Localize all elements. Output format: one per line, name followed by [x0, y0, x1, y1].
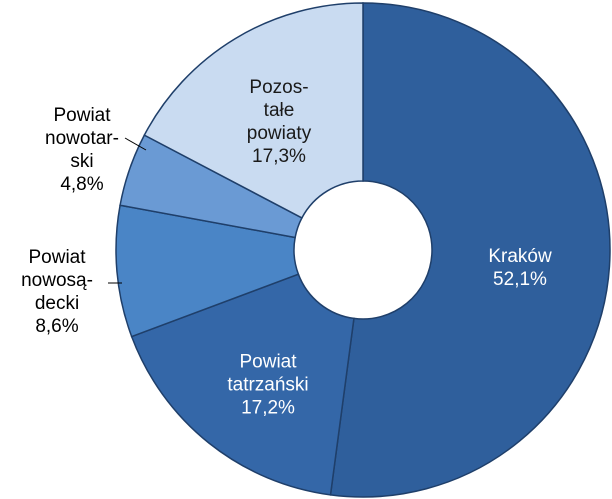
leader-line: [124, 137, 147, 151]
category-label: Kraków: [488, 246, 552, 267]
category-label: Powiat nowosą- decki: [21, 247, 93, 314]
category-label: Pozos- tałe powiaty: [246, 77, 312, 144]
slice-label: Kraków 52,1%: [488, 245, 551, 291]
donut-slice: [115, 204, 300, 338]
donut-slice: [130, 273, 355, 496]
category-label: Powiat tatrzański: [227, 351, 309, 396]
category-label: Powiat nowotar- ski: [45, 105, 119, 172]
slice-label: Powiat tatrzański 17,2%: [227, 351, 308, 420]
value-label: 17,2%: [241, 397, 295, 419]
value-label: 52,1%: [493, 269, 547, 290]
value-label: 4,8%: [60, 174, 104, 195]
value-label: 17,3%: [252, 146, 306, 167]
donut-slice: [143, 2, 364, 219]
slice-label: Powiat nowotar- ski 4,8%: [45, 104, 119, 196]
donut-slice: [329, 2, 611, 498]
value-label: 8,6%: [35, 316, 79, 337]
slice-label: Pozos- tałe powiaty 17,3%: [247, 76, 311, 168]
slice-label: Powiat nowosą- decki 8,6%: [21, 246, 93, 338]
